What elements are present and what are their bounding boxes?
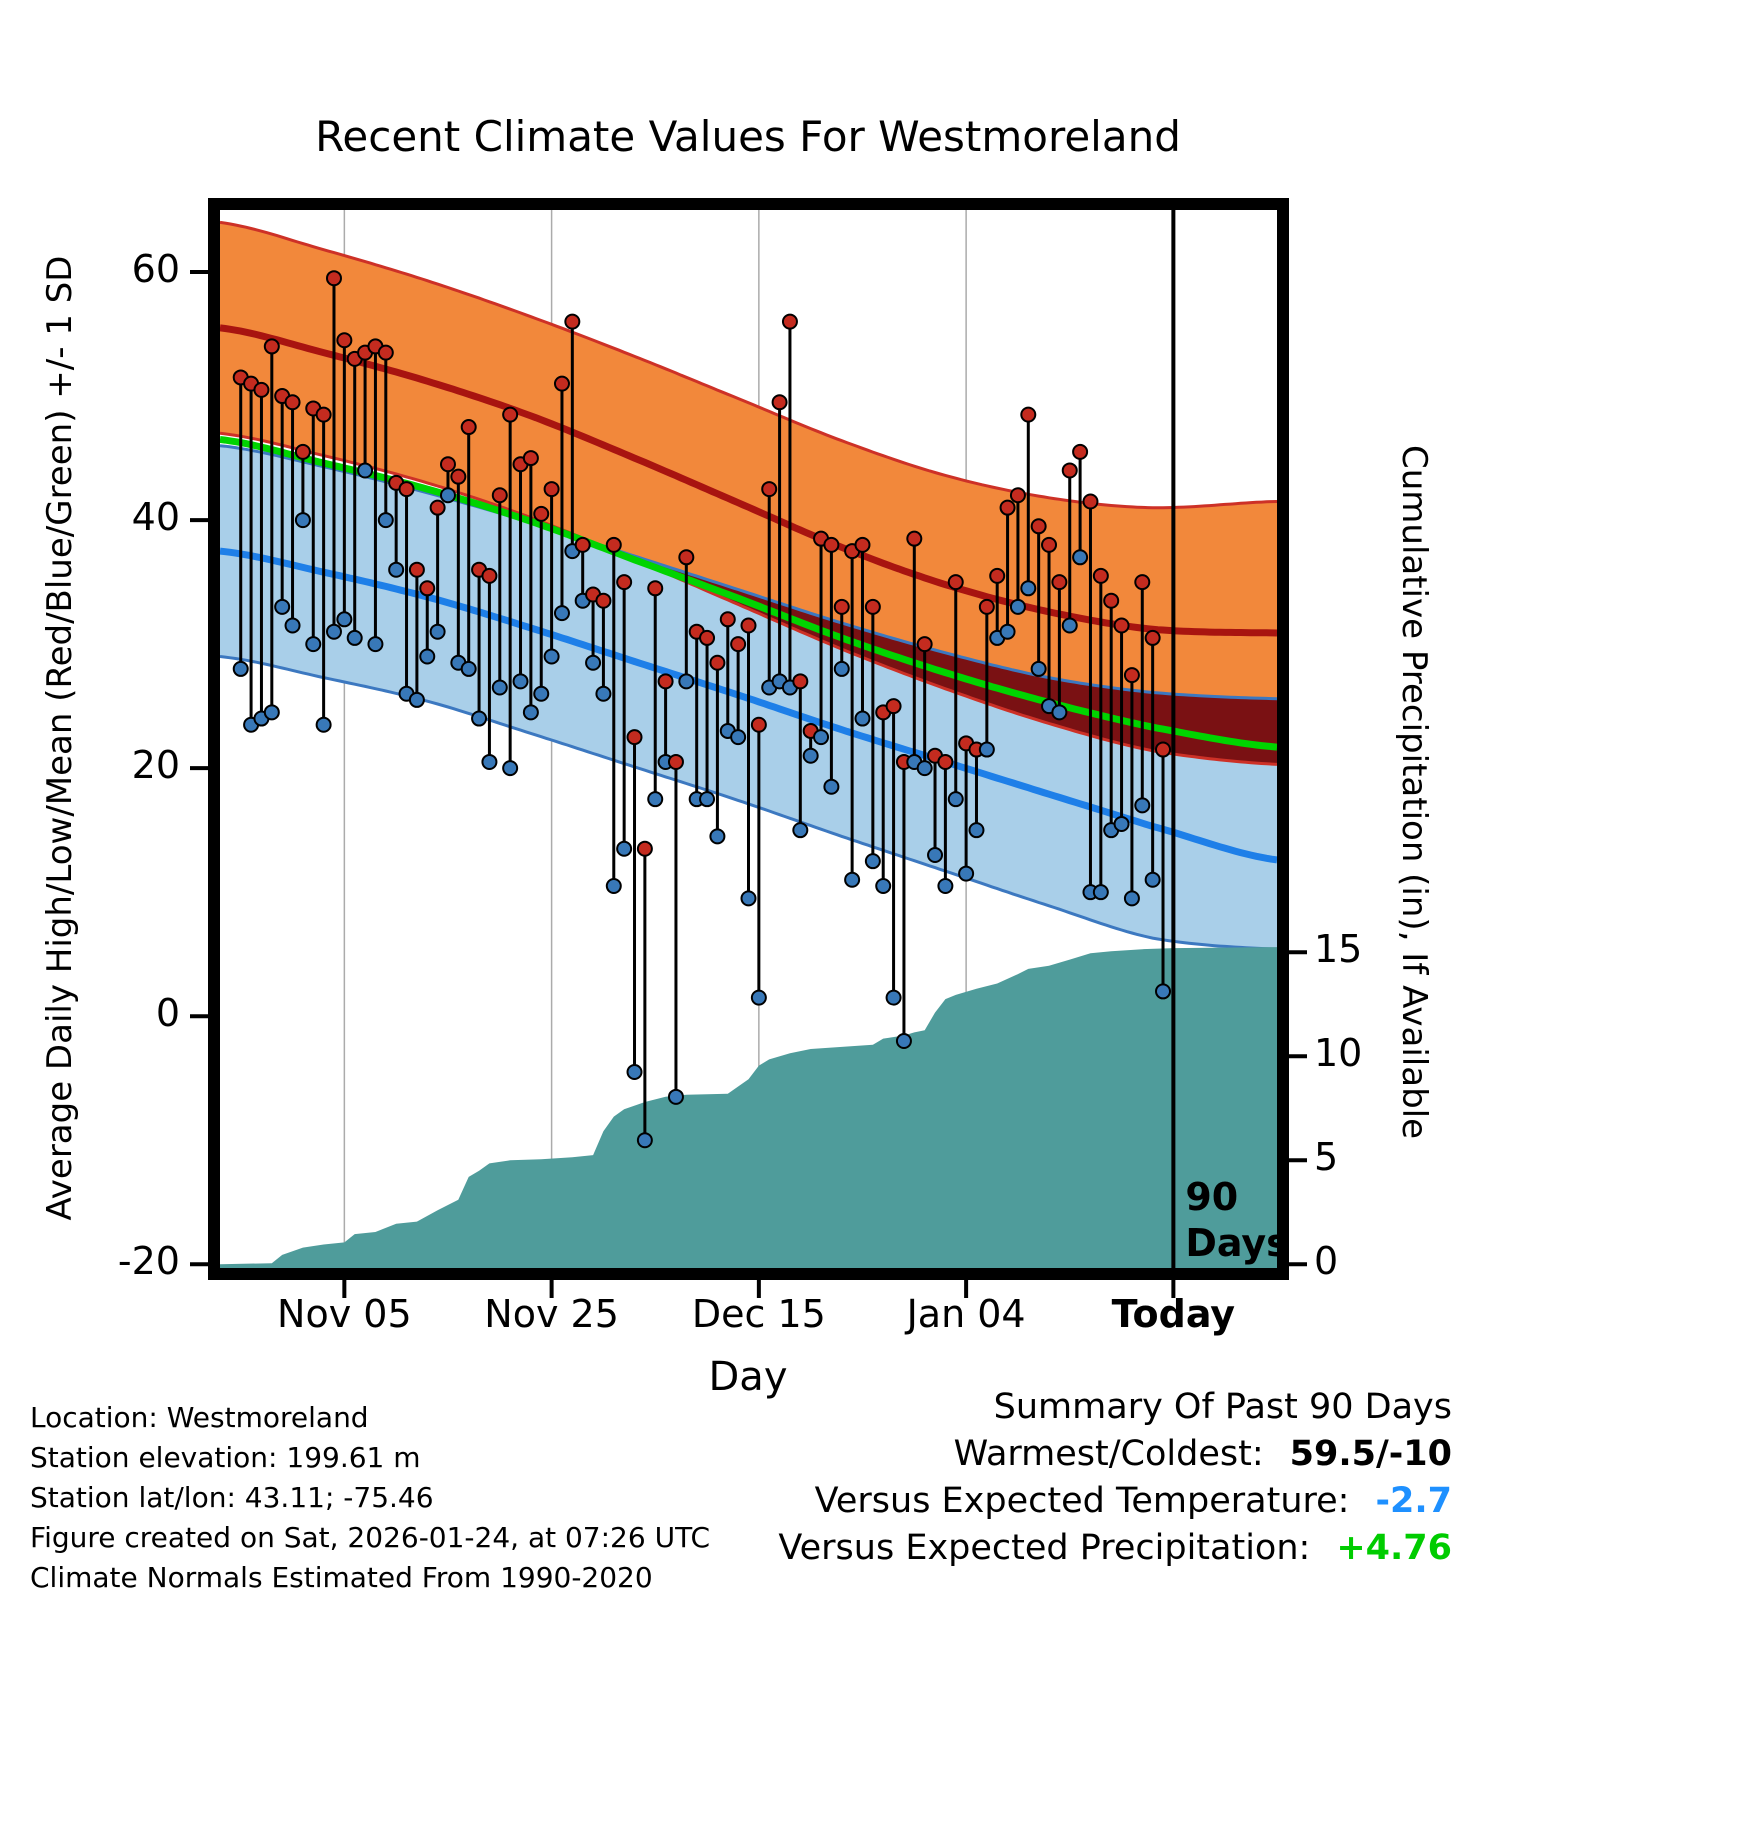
x-tick-label: Nov 05 <box>277 1292 412 1336</box>
summary-value: +4.76 <box>1336 1528 1452 1568</box>
summary-row: Warmest/Coldest: 59.5/-10 <box>778 1431 1452 1478</box>
summary-rows: Warmest/Coldest: 59.5/-10 Versus Expected … <box>778 1431 1452 1572</box>
station-info: Location: Westmoreland Station elevation:… <box>30 1398 710 1598</box>
x-axis-label: Day <box>708 1354 788 1400</box>
x-tick-label: Jan 04 <box>906 1292 1026 1336</box>
station-info-line: Figure created on Sat, 2026-01-24, at 07… <box>30 1521 711 1554</box>
y-right-tick-label: 10 <box>1314 1031 1363 1076</box>
y-left-tick-label: 0 <box>155 991 180 1036</box>
station-info-line: Climate Normals Estimated From 1990-2020 <box>30 1561 653 1594</box>
y-left-tick-label: 40 <box>131 495 180 540</box>
station-info-line: Location: Westmoreland <box>30 1401 369 1434</box>
summary-row: Versus Expected Temperature: -2.7 <box>778 1478 1452 1525</box>
summary-value: -2.7 <box>1375 1481 1452 1521</box>
summary-panel: Summary Of Past 90 Days Warmest/Coldest:… <box>778 1384 1452 1572</box>
y-left-tick-label: 60 <box>131 247 180 292</box>
y-right-tick-label: 15 <box>1314 927 1363 972</box>
summary-label: Versus Expected Temperature: <box>814 1481 1350 1521</box>
summary-label: Versus Expected Precipitation: <box>778 1528 1311 1568</box>
x-tick-label: Nov 25 <box>484 1292 619 1336</box>
x-tick-label: Dec 15 <box>691 1292 826 1336</box>
y-left-tick-label: 20 <box>131 743 180 788</box>
summary-row: Versus Expected Precipitation: +4.76 <box>778 1525 1452 1572</box>
ninety-days-label: 90 Days <box>1185 1175 1289 1265</box>
chart-title: Recent Climate Values For Westmoreland <box>315 112 1181 161</box>
summary-label: Warmest/Coldest: <box>953 1434 1264 1474</box>
y-right-tick-label: 5 <box>1314 1135 1339 1180</box>
summary-title: Summary Of Past 90 Days <box>993 1387 1452 1427</box>
climate-chart-canvas <box>190 198 1307 1298</box>
summary-value: 59.5/-10 <box>1289 1434 1452 1474</box>
y-right-tick-label: 0 <box>1314 1239 1339 1284</box>
x-tick-label: Today <box>1111 1292 1236 1336</box>
y-left-tick-label: -20 <box>117 1239 180 1284</box>
station-info-line: Station lat/lon: 43.11; -75.46 <box>30 1481 434 1514</box>
station-info-line: Station elevation: 199.61 m <box>30 1441 421 1474</box>
